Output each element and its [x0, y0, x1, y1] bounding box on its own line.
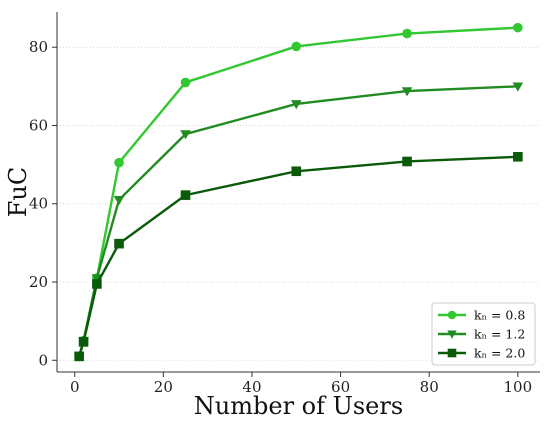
legend-item: kₙ = 2.0: [438, 346, 525, 361]
data-point: [180, 130, 191, 140]
data-point: [180, 190, 191, 200]
series: [73, 22, 524, 362]
data-point: [291, 41, 302, 52]
data-point: [291, 100, 302, 110]
y-axis-label: FuC: [4, 167, 32, 217]
y-tick-label: 40: [29, 195, 48, 213]
data-point: [513, 22, 523, 33]
legend-label: kₙ = 0.8: [474, 308, 525, 323]
x-tick-label: 40: [242, 378, 261, 396]
data-point: [447, 330, 457, 339]
legend: kₙ = 0.8 kₙ = 1.2 kₙ = 2.0: [431, 302, 536, 366]
data-point: [180, 77, 191, 88]
data-point: [91, 274, 103, 284]
legend-item: kₙ = 0.8: [438, 308, 525, 323]
y-tick-label: 60: [29, 116, 48, 134]
y-tick-label: 20: [29, 273, 48, 291]
data-point: [78, 337, 89, 347]
data-point: [92, 279, 102, 289]
series-group: [74, 151, 523, 362]
series-line: [78, 155, 518, 357]
data-point: [512, 82, 524, 92]
axes: [56, 12, 540, 373]
x-axis-label: Number of Users: [194, 392, 403, 420]
legend-item: kₙ = 1.2: [438, 327, 525, 342]
data-point: [74, 351, 84, 362]
y-tick-label: 0: [38, 351, 48, 369]
data-point: [114, 157, 124, 168]
x-tick-label: 80: [420, 378, 439, 396]
data-point: [447, 310, 457, 320]
data-point: [402, 156, 412, 167]
legend-label: kₙ = 2.0: [474, 346, 525, 361]
ticks: 0 20 40 60 80 0 20 40 60 80 100: [29, 38, 532, 396]
legend-label: kₙ = 1.2: [474, 327, 525, 342]
data-point: [114, 238, 124, 249]
x-tick-label: 60: [331, 378, 350, 396]
x-tick-label: 100: [504, 378, 533, 396]
x-tick-label: 20: [154, 378, 173, 396]
data-point: [291, 166, 302, 177]
y-tick-label: 80: [29, 38, 48, 56]
data-point: [447, 348, 457, 358]
data-point: [402, 28, 412, 39]
data-point: [401, 87, 413, 97]
data-point: [113, 195, 125, 206]
x-tick-label: 0: [70, 378, 80, 396]
legend-box: [431, 302, 536, 366]
data-point: [513, 151, 523, 162]
